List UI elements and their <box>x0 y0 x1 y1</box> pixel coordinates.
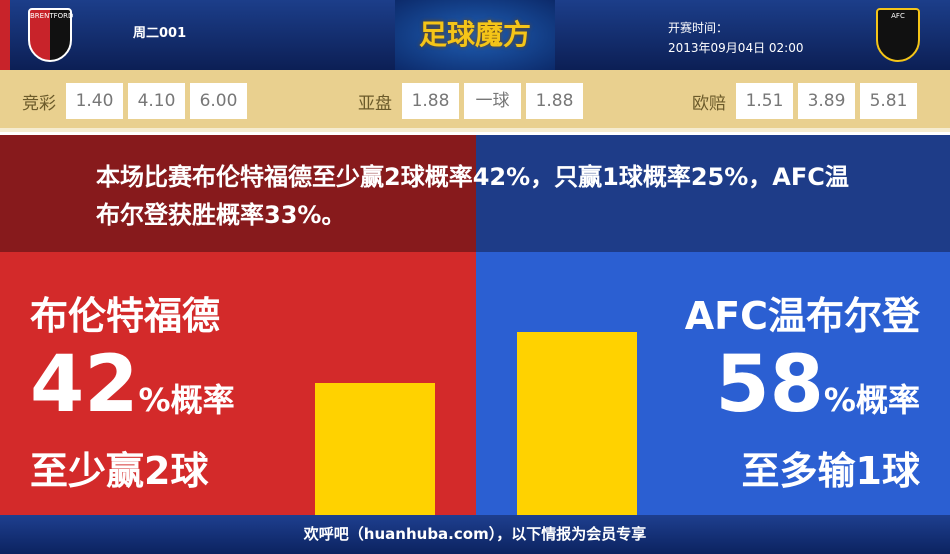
odds-value: 6.00 <box>190 83 247 119</box>
home-pct-suffix: %概率 <box>138 381 235 419</box>
match-header: BRENTFORD 周二001 足球魔方 开赛时间： 2013年09月04日 0… <box>0 0 950 70</box>
odds-value: 1.88 <box>402 83 459 119</box>
footer-notice: 欢呼吧（huanhuba.com），以下情报为会员专享 <box>0 515 950 554</box>
summary-banner-away <box>476 135 950 252</box>
home-team-name: 布伦特福德 <box>30 294 221 338</box>
away-team-name: AFC温布尔登 <box>684 294 920 338</box>
home-team-crest-icon: BRENTFORD <box>28 8 74 62</box>
kickoff-label: 开赛时间： <box>668 21 729 35</box>
home-probability-bar <box>315 382 435 515</box>
away-probability: 58%概率 <box>715 340 920 445</box>
home-outcome: 至少赢2球 <box>30 449 209 493</box>
away-pct-value: 58 <box>715 340 824 430</box>
odds-value: 3.89 <box>798 83 855 119</box>
odds-jingcai: 竞彩 1.40 4.10 6.00 <box>22 83 247 119</box>
away-probability-bar <box>517 332 637 515</box>
odds-value: 1.51 <box>736 83 793 119</box>
away-outcome: 至多输1球 <box>741 449 920 493</box>
odds-value: 4.10 <box>128 83 185 119</box>
summary-banner-home <box>0 135 476 252</box>
match-id: 周二001 <box>133 26 187 41</box>
summary-text: 本场比赛布伦特福德至少赢2球概率42%，只赢1球概率25%，AFC温布尔登获胜概… <box>96 163 849 229</box>
odds-label: 欧赔 <box>692 93 726 114</box>
home-crest-text: BRENTFORD <box>30 12 74 20</box>
odds-label: 竞彩 <box>22 93 56 114</box>
kickoff-time: 2013年09月04日 02:00 <box>668 41 804 55</box>
odds-label: 亚盘 <box>358 93 392 114</box>
away-pct-suffix: %概率 <box>823 381 920 419</box>
odds-yapan: 亚盘 1.88 一球 1.88 <box>358 83 583 119</box>
odds-oupei: 欧赔 1.51 3.89 5.81 <box>692 83 917 119</box>
home-pct-value: 42 <box>30 340 139 430</box>
brand-logo: 足球魔方 <box>395 0 555 70</box>
home-color-strip <box>0 0 10 70</box>
odds-bar: 竞彩 1.40 4.10 6.00 亚盘 1.88 一球 1.88 欧赔 1.5… <box>0 70 950 132</box>
odds-value: 1.40 <box>66 83 123 119</box>
away-crest-text: AFC <box>891 12 905 20</box>
away-team-crest-icon: AFC <box>876 8 920 62</box>
home-probability: 42%概率 <box>30 340 235 445</box>
odds-value: 1.88 <box>526 83 583 119</box>
odds-value: 5.81 <box>860 83 917 119</box>
odds-value: 一球 <box>464 83 521 119</box>
